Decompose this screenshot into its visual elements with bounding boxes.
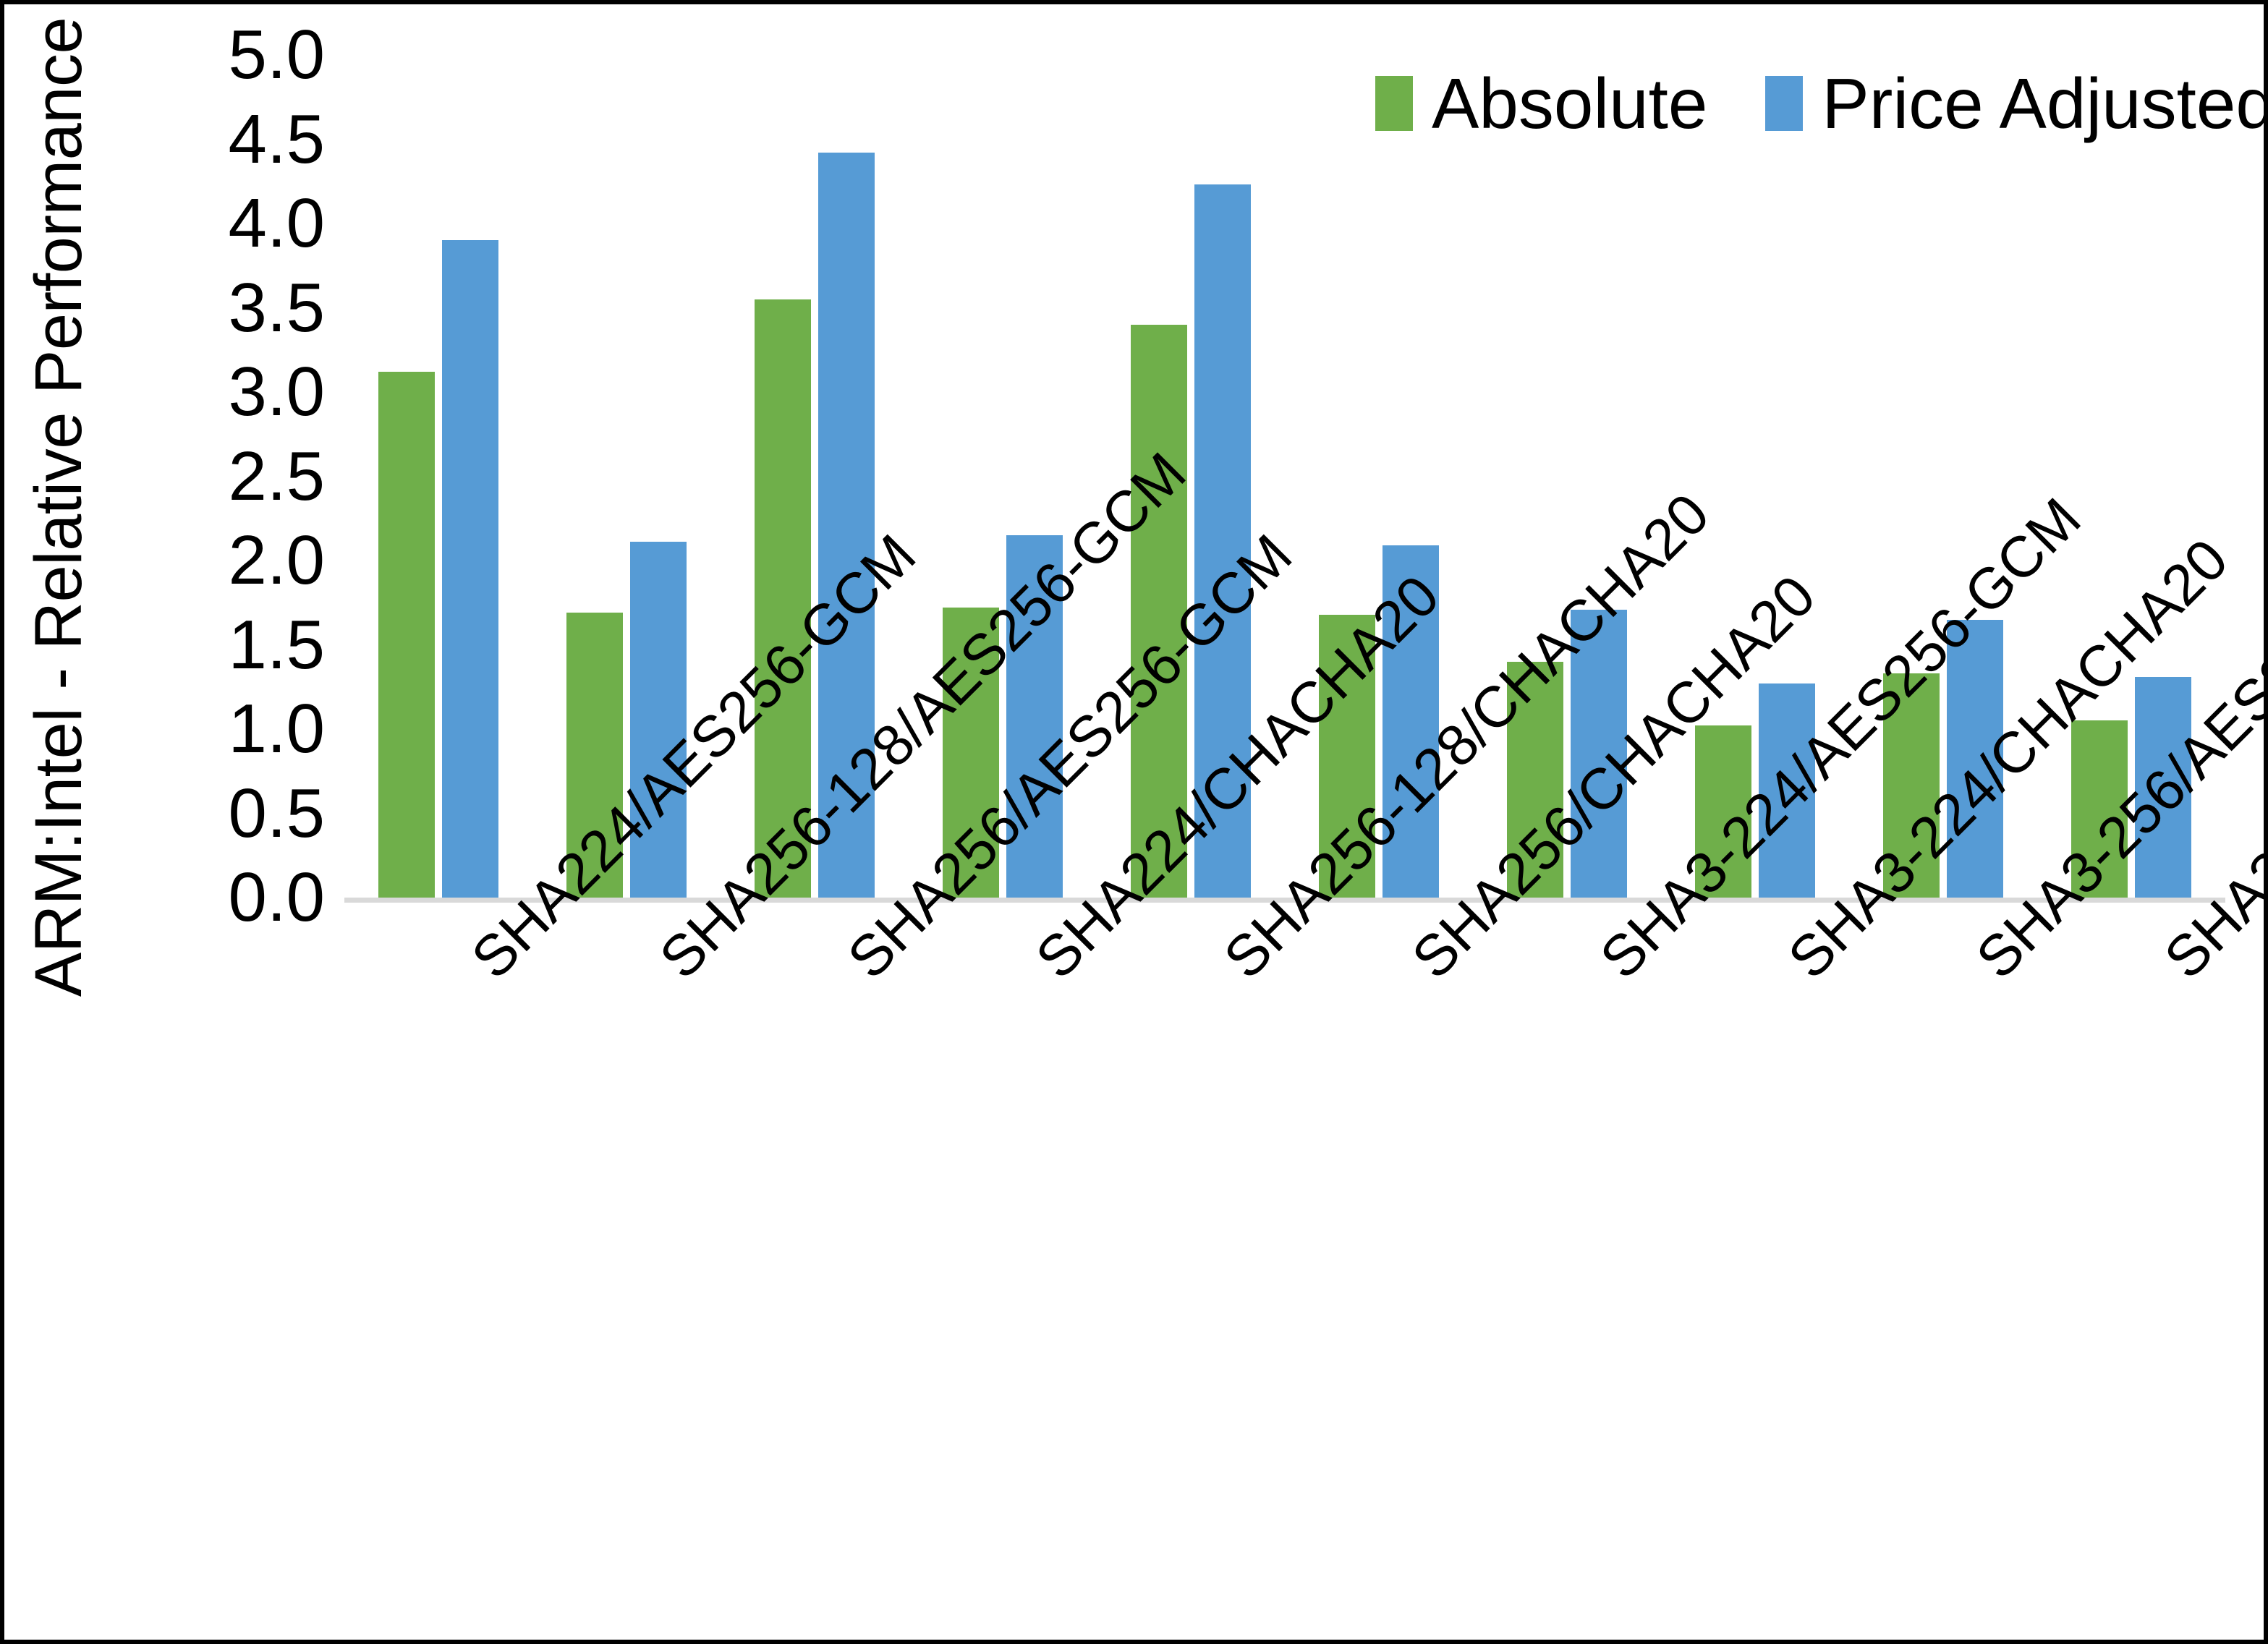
y-axis-tick-labels: 5.0 4.5 4.0 3.5 3.0 2.5 2.0 1.5 1.0 0.5 0.0 xyxy=(160,4,341,936)
bar-group xyxy=(344,55,532,898)
y-axis-tick-label: 3.5 xyxy=(228,268,325,346)
bar-price-adjusted[interactable] xyxy=(1383,545,1439,898)
bar-absolute[interactable] xyxy=(2071,720,2128,898)
bar-price-adjusted[interactable] xyxy=(630,542,687,898)
x-axis-baseline xyxy=(344,898,2225,903)
bar-group xyxy=(909,55,1097,898)
bar-group xyxy=(532,55,721,898)
y-axis-tick-label: 1.5 xyxy=(228,605,325,683)
bar-absolute[interactable] xyxy=(566,613,623,898)
y-axis-tick-label: 1.0 xyxy=(228,690,325,767)
bar-price-adjusted[interactable] xyxy=(1759,683,1815,898)
bar-group xyxy=(2037,55,2225,898)
legend-label: Absolute xyxy=(1432,64,1708,143)
bar-group xyxy=(1661,55,1849,898)
chart-legend: Absolute Price Adjusted xyxy=(1375,64,2268,143)
bar-group xyxy=(1473,55,1661,898)
legend-item-absolute[interactable]: Absolute xyxy=(1375,68,1707,139)
y-axis-tick-label: 2.5 xyxy=(228,437,325,515)
bar-group xyxy=(1097,55,1285,898)
y-axis-tick-label: 4.0 xyxy=(228,184,325,262)
legend-item-price-adjusted[interactable]: Price Adjusted xyxy=(1765,64,2268,143)
y-axis-tick-label: 0.5 xyxy=(228,774,325,852)
bar-group xyxy=(721,55,909,898)
bar-group xyxy=(1285,55,1473,898)
y-axis-tick-label: 3.0 xyxy=(228,353,325,430)
bar-price-adjusted[interactable] xyxy=(1006,535,1063,898)
bar-absolute[interactable] xyxy=(1883,673,1940,898)
y-axis-tick-label: 0.0 xyxy=(228,859,325,936)
bar-absolute[interactable] xyxy=(1695,725,1751,898)
legend-label: Price Adjusted xyxy=(1822,64,2268,143)
bar-group xyxy=(1849,55,2037,898)
y-axis-tick-label: 4.5 xyxy=(228,100,325,178)
bar-price-adjusted[interactable] xyxy=(1194,184,1251,898)
bar-absolute[interactable] xyxy=(1319,614,1375,898)
bar-absolute[interactable] xyxy=(755,299,811,898)
legend-swatch-icon xyxy=(1765,76,1804,131)
bar-absolute[interactable] xyxy=(378,372,435,898)
legend-swatch-icon xyxy=(1375,76,1413,131)
y-axis-tick-label: 2.0 xyxy=(228,521,325,599)
bar-price-adjusted[interactable] xyxy=(1947,619,2003,898)
bar-price-adjusted[interactable] xyxy=(442,240,498,898)
bar-absolute[interactable] xyxy=(1507,661,1563,898)
plot-area xyxy=(344,55,2225,903)
y-axis-tick-label: 5.0 xyxy=(228,16,325,93)
bar-absolute[interactable] xyxy=(1131,324,1187,898)
bar-absolute[interactable] xyxy=(943,608,999,898)
bar-price-adjusted[interactable] xyxy=(818,153,875,898)
bar-price-adjusted[interactable] xyxy=(2135,676,2191,898)
bar-price-adjusted[interactable] xyxy=(1571,609,1627,898)
